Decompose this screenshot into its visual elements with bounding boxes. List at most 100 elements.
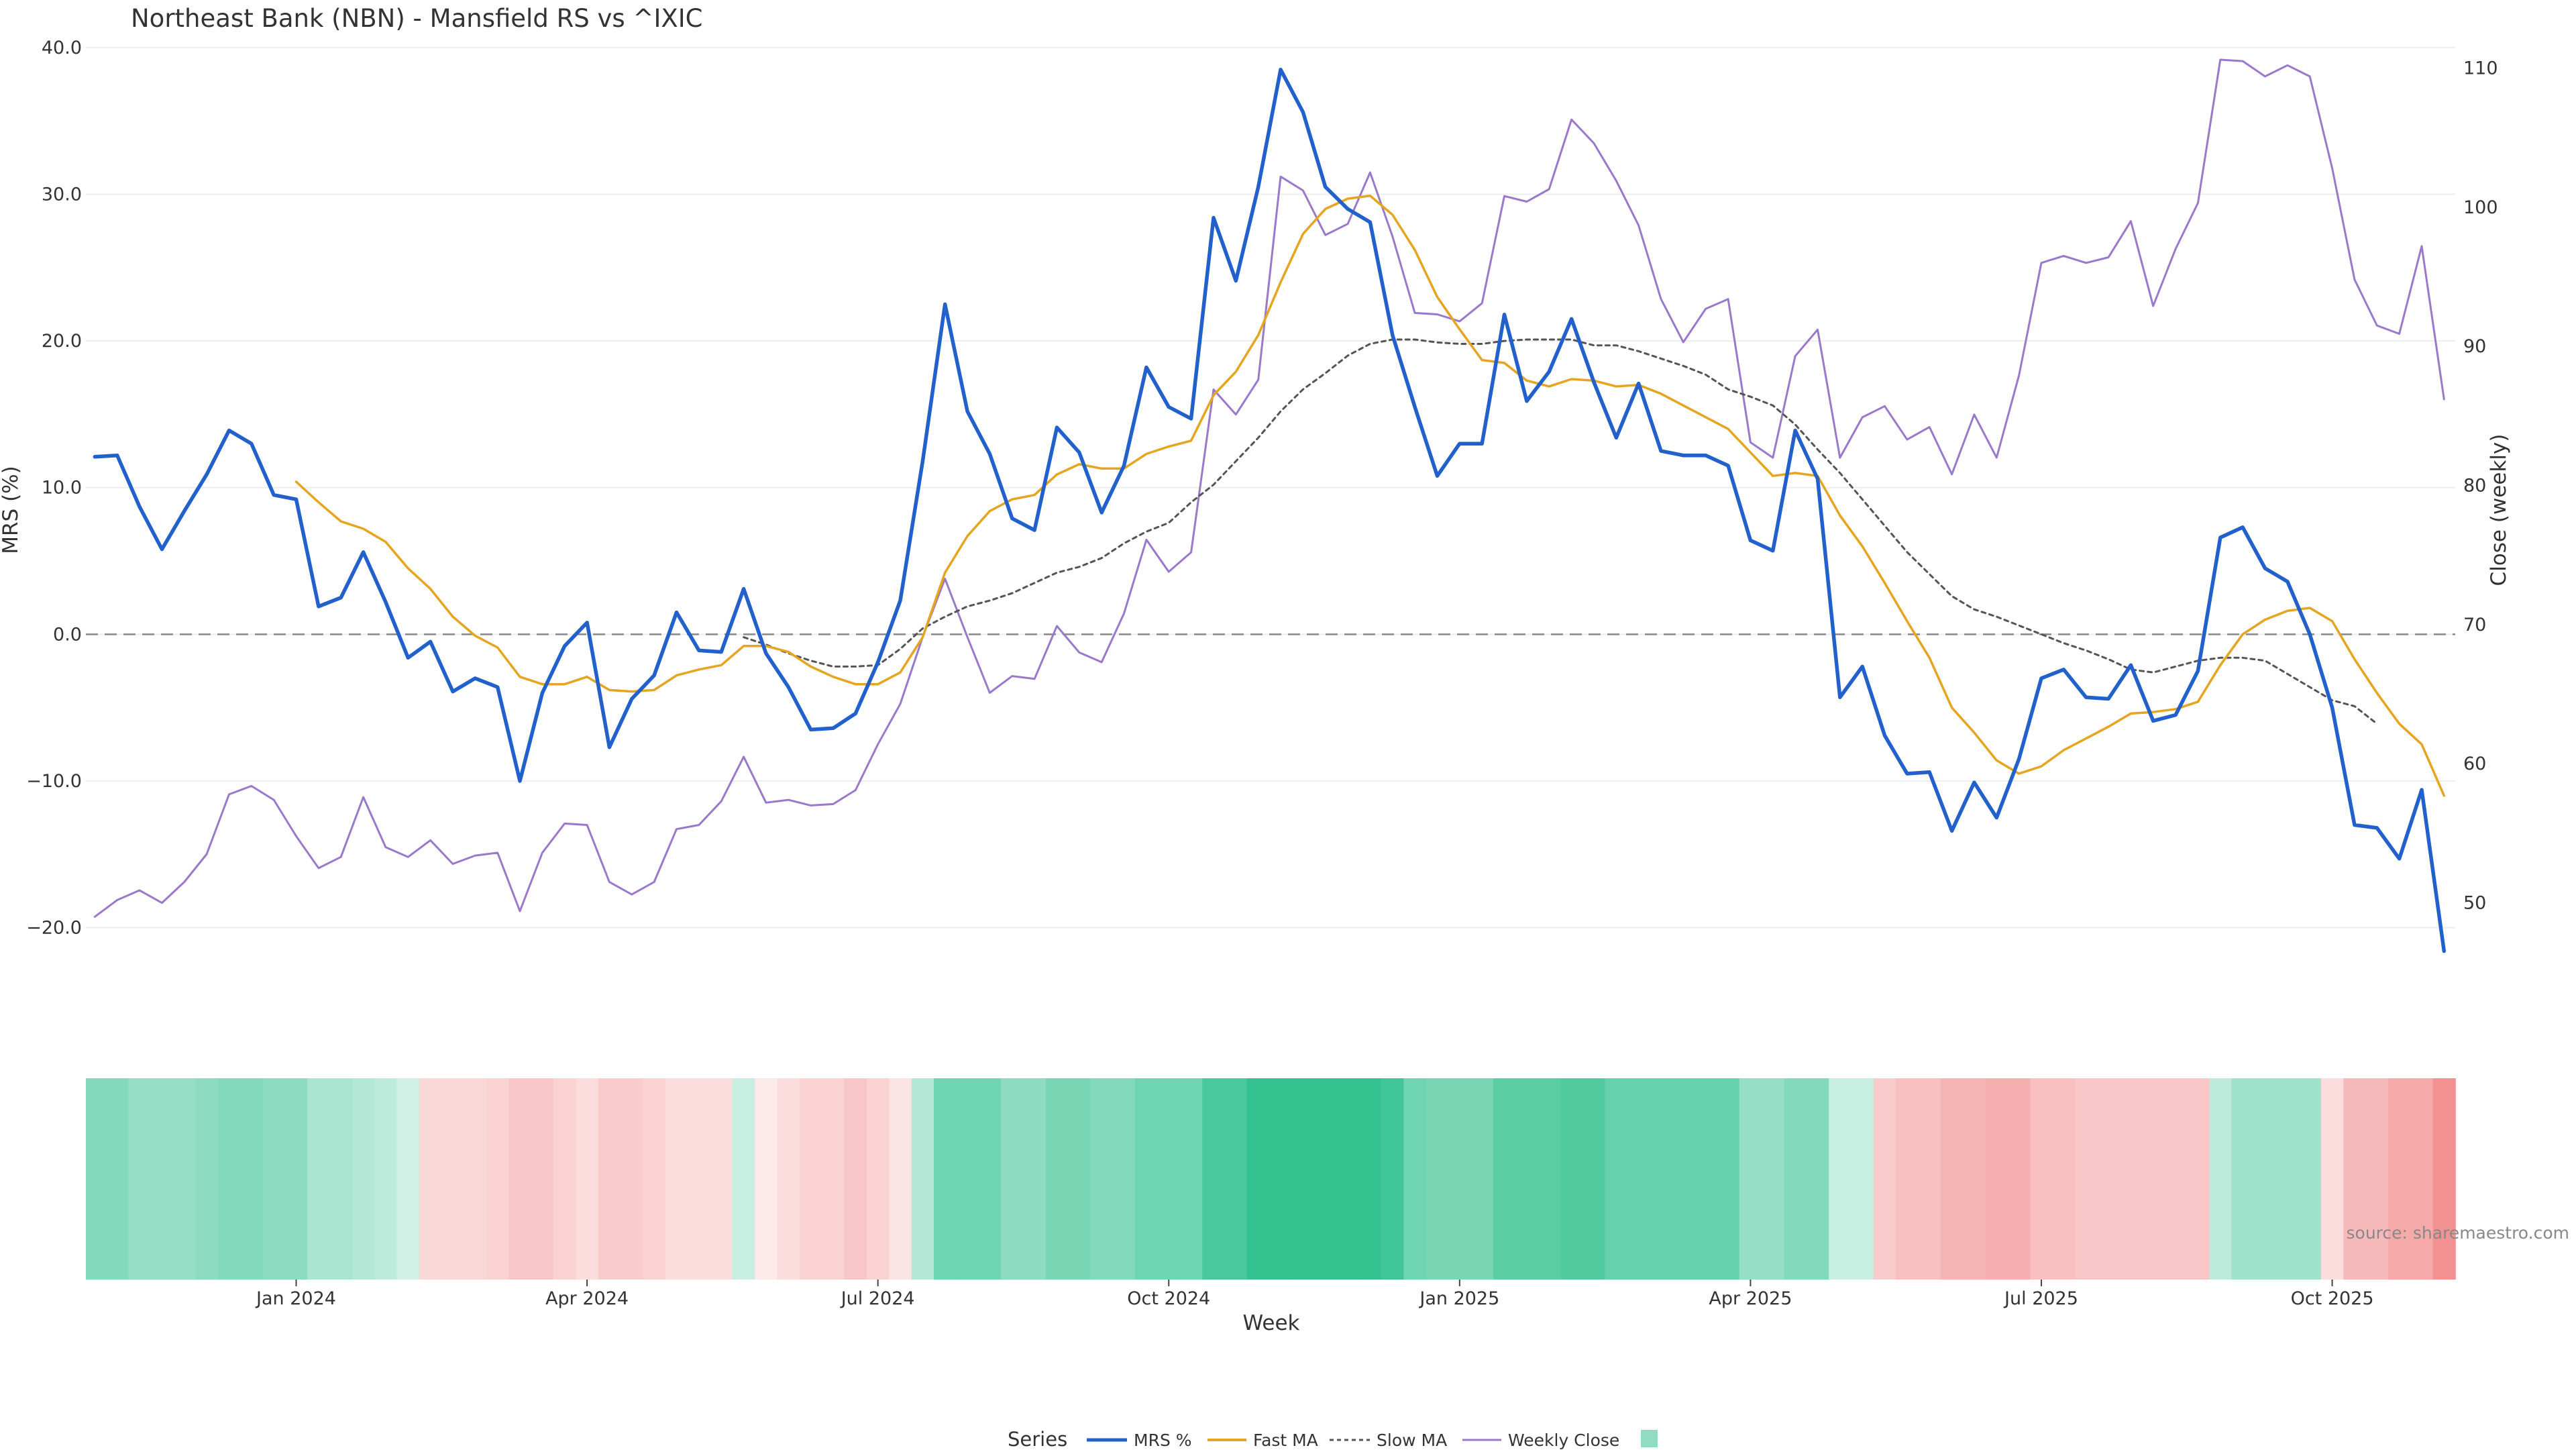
heatmap-cell xyxy=(844,1078,867,1280)
heatmap-cell xyxy=(1112,1078,1136,1280)
heatmap-cell xyxy=(1314,1078,1338,1280)
legend-swatch-heatmap xyxy=(1641,1430,1658,1447)
heatmap-cell xyxy=(1851,1078,1874,1280)
heatmap-cell xyxy=(1358,1078,1382,1280)
heatmap-cell xyxy=(1179,1078,1203,1280)
heatmap-cell xyxy=(1403,1078,1427,1280)
heatmap-cell xyxy=(1068,1078,1091,1280)
heatmap-cell xyxy=(262,1078,286,1280)
y-right-tick-label: 110 xyxy=(2463,58,2498,79)
y-right-tick-label: 60 xyxy=(2463,754,2486,774)
heatmap-cell xyxy=(1918,1078,1941,1280)
heatmap-cell xyxy=(106,1078,129,1280)
heatmap-cell xyxy=(1448,1078,1472,1280)
heatmap-cell xyxy=(1985,1078,2008,1280)
heatmap-cell xyxy=(2387,1078,2412,1280)
series-slow-ma-line xyxy=(743,338,2378,725)
y-right-tick-label: 70 xyxy=(2463,615,2486,635)
heatmap-cell xyxy=(2209,1078,2233,1280)
x-tick-label: Jan 2024 xyxy=(255,1288,336,1309)
heatmap-cell xyxy=(396,1078,420,1280)
heatmap-cell xyxy=(1247,1078,1271,1280)
legend-label-close: Weekly Close xyxy=(1508,1431,1619,1449)
heatmap-cell xyxy=(2320,1078,2345,1280)
legend-label-slow: Slow MA xyxy=(1377,1431,1447,1449)
x-tick-label: Jul 2025 xyxy=(2003,1288,2078,1309)
heatmap-cell xyxy=(1806,1078,1829,1280)
heatmap-cell xyxy=(150,1078,174,1280)
y-right-tick-label: 90 xyxy=(2463,336,2486,357)
heatmap-cell xyxy=(2075,1078,2098,1280)
heatmap-cell xyxy=(441,1078,465,1280)
x-tick-label: Oct 2024 xyxy=(1127,1288,1210,1309)
series-layer xyxy=(93,58,2447,953)
heatmap-cell xyxy=(867,1078,890,1280)
heatmap-strip xyxy=(86,1078,2456,1280)
legend-label-mrs: MRS % xyxy=(1134,1431,1192,1449)
heatmap-cell xyxy=(1336,1078,1360,1280)
heatmap-cell xyxy=(576,1078,599,1280)
heatmap-cell xyxy=(1515,1078,1539,1280)
legend-label-fast: Fast MA xyxy=(1253,1431,1318,1449)
heatmap-cell xyxy=(956,1078,979,1280)
chart-title: Northeast Bank (NBN) - Mansfield RS vs ^… xyxy=(131,4,702,33)
heatmap-cell xyxy=(710,1078,733,1280)
y-left-tick-label: 10.0 xyxy=(42,478,82,499)
heatmap-cell xyxy=(1202,1078,1226,1280)
heatmap-cell xyxy=(665,1078,688,1280)
heatmap-cell xyxy=(889,1078,912,1280)
series-weekly-close-line xyxy=(93,58,2445,918)
y-left-tick-label: 40.0 xyxy=(42,38,82,58)
heatmap-cell xyxy=(1381,1078,1405,1280)
heatmap-cell xyxy=(1001,1078,1024,1280)
heatmap-cell xyxy=(1224,1078,1248,1280)
y-left-tick-label: 20.0 xyxy=(42,331,82,352)
heatmap-cell xyxy=(86,1078,107,1280)
heatmap-cell xyxy=(240,1078,264,1280)
heatmap-cell xyxy=(217,1078,241,1280)
heatmap-cell xyxy=(1493,1078,1517,1280)
heatmap-cell xyxy=(1157,1078,1181,1280)
y-left-tick-label: −10.0 xyxy=(26,771,82,792)
heatmap-cell xyxy=(2365,1078,2389,1280)
heatmap-cell xyxy=(352,1078,376,1280)
heatmap-cell xyxy=(2008,1078,2031,1280)
heatmap-cell xyxy=(1135,1078,1159,1280)
source-note: source: sharemaestro.com xyxy=(2347,1223,2570,1243)
heatmap-cell xyxy=(2030,1078,2053,1280)
heatmap-cell xyxy=(486,1078,510,1280)
heatmap-cell xyxy=(1896,1078,1919,1280)
heatmap-cell xyxy=(464,1078,487,1280)
heatmap-cell xyxy=(822,1078,845,1280)
heatmap-cell xyxy=(2410,1078,2434,1280)
heatmap-cell xyxy=(307,1078,331,1280)
heatmap-cell xyxy=(2432,1078,2456,1280)
heatmap-cell xyxy=(1672,1078,1695,1280)
heatmap-cell xyxy=(2097,1078,2121,1280)
heatmap-cell xyxy=(2119,1078,2143,1280)
heatmap-cell xyxy=(2231,1078,2255,1280)
heatmap-cell xyxy=(2142,1078,2165,1280)
series-fast-ma-line xyxy=(294,194,2446,797)
heatmap-cell xyxy=(2253,1078,2277,1280)
heatmap-cell xyxy=(1023,1078,1046,1280)
heatmap-cell xyxy=(1470,1078,1494,1280)
heatmap-cell xyxy=(911,1078,934,1280)
x-tick-label: Apr 2025 xyxy=(1709,1288,1792,1309)
y-right-tick-label: 80 xyxy=(2463,476,2486,497)
y-right-tick-label: 100 xyxy=(2463,197,2498,218)
x-tick-label: Oct 2025 xyxy=(2291,1288,2374,1309)
heatmap-cell xyxy=(1538,1078,1561,1280)
legend: Series MRS % Fast MA Slow MA Weekly Clos… xyxy=(1008,1428,1658,1451)
heatmap-cell xyxy=(1291,1078,1315,1280)
heatmap-cell xyxy=(799,1078,823,1280)
right-axis: 110 100 90 80 70 60 50 xyxy=(2463,58,2498,913)
heatmap-cell xyxy=(508,1078,532,1280)
heatmap-cell xyxy=(2343,1078,2367,1280)
y-axis-right-title: Close (weekly) xyxy=(2487,434,2511,586)
heatmap-cell xyxy=(531,1078,554,1280)
heatmap-cell xyxy=(1940,1078,1964,1280)
heatmap-cell xyxy=(2298,1078,2322,1280)
heatmap-cell xyxy=(553,1078,577,1280)
